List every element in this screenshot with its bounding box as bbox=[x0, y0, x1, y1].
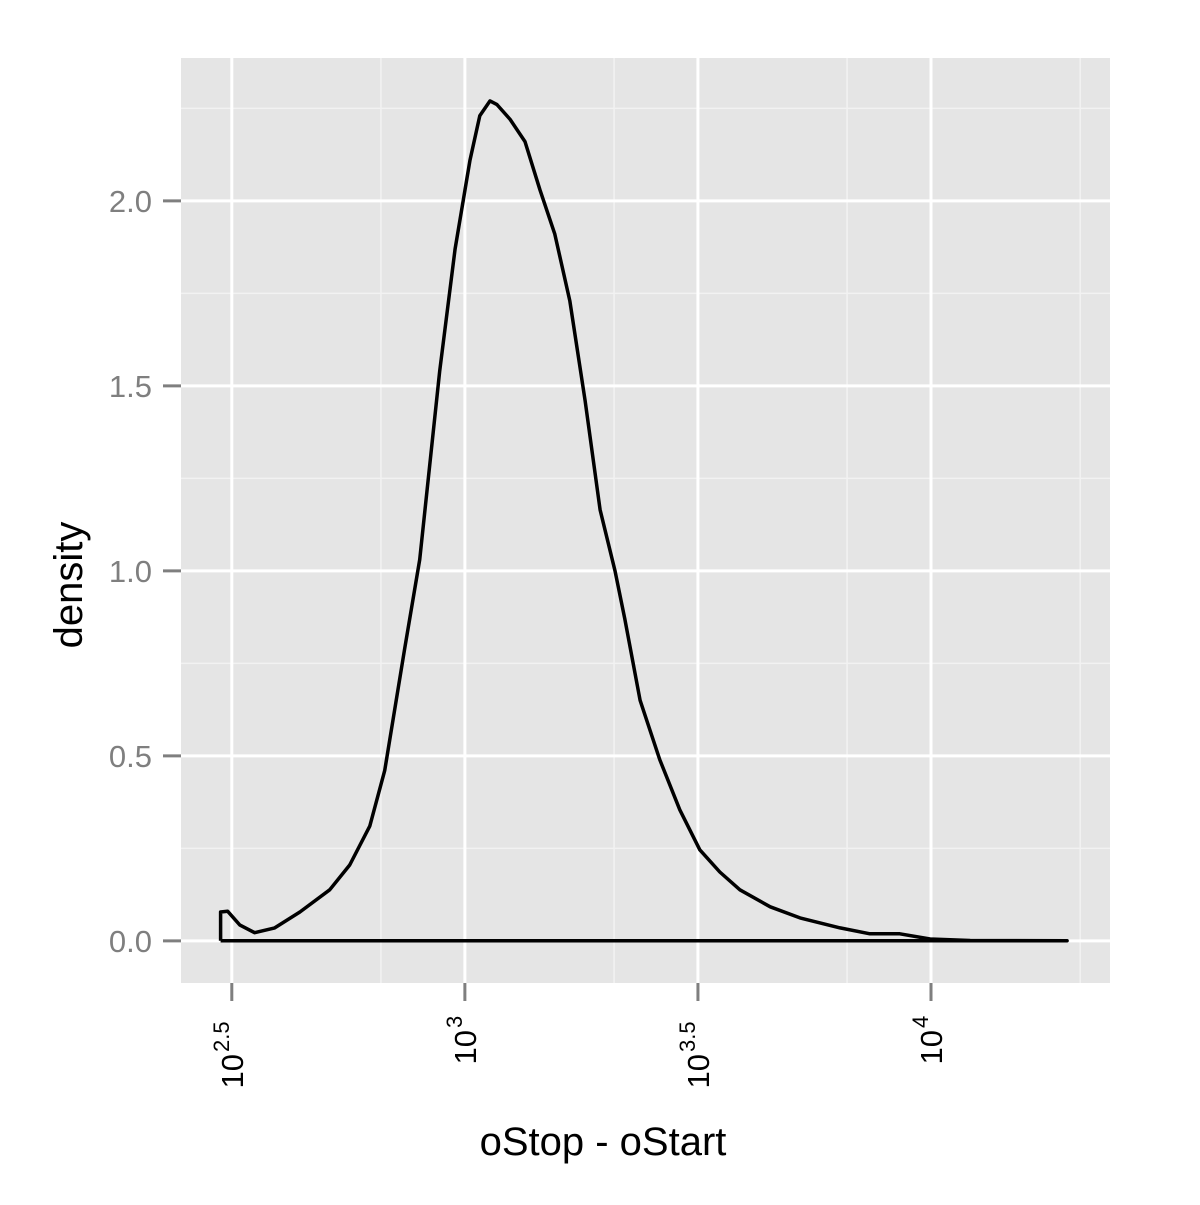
density-line bbox=[218, 99, 1069, 943]
x-tick-exponent: 2.5 bbox=[209, 1021, 234, 1052]
panel-background bbox=[181, 58, 1110, 983]
x-tick-label: 102.5 bbox=[209, 1021, 250, 1088]
minor-gridlines bbox=[181, 58, 1110, 983]
x-tick-exponent: 3 bbox=[442, 1016, 467, 1028]
x-tick-exponent: 4 bbox=[908, 1016, 933, 1028]
x-tick-label: 103 bbox=[442, 1016, 483, 1065]
y-tick-label: 0.0 bbox=[109, 924, 152, 959]
density-series bbox=[218, 99, 1069, 943]
x-tick-base: 10 bbox=[448, 1030, 483, 1064]
y-tick-label: 2.0 bbox=[109, 184, 152, 219]
x-axis-title: oStop - oStart bbox=[480, 1120, 727, 1164]
x-tick-label: 104 bbox=[908, 1016, 949, 1065]
y-axis-title: density bbox=[47, 522, 91, 649]
x-tick-base: 10 bbox=[681, 1054, 716, 1088]
y-tick-label: 1.0 bbox=[109, 554, 152, 589]
x-tick-exponent: 3.5 bbox=[675, 1021, 700, 1052]
x-tick-base: 10 bbox=[215, 1054, 250, 1088]
y-tick-label: 0.5 bbox=[109, 739, 152, 774]
y-axis: 0.0 0.5 1.0 1.5 2.0 bbox=[109, 184, 181, 959]
x-tick-base: 10 bbox=[914, 1030, 949, 1064]
x-tick-label: 103.5 bbox=[675, 1021, 716, 1088]
y-tick-label: 1.5 bbox=[109, 369, 152, 404]
